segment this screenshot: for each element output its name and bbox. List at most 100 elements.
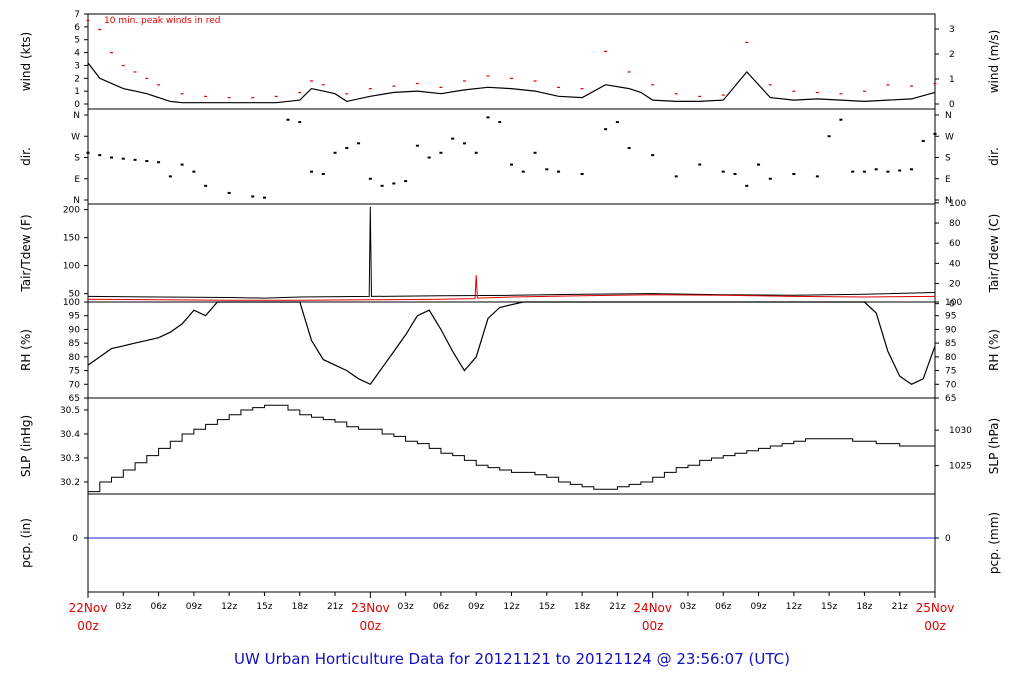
wind-direction-point [145, 160, 149, 163]
wind-direction-point [133, 158, 137, 161]
axis-label-pcp: pcp. (in) [19, 518, 33, 568]
xtick-label-day-sub: 00z [642, 619, 664, 633]
xtick-label-hour: 15z [539, 602, 555, 612]
peak-wind-point [310, 80, 314, 82]
ytick-label-slp: 30.4 [60, 430, 80, 440]
peak-wind-point [721, 94, 725, 96]
ytick-right-label-rh: 80 [945, 353, 957, 363]
xtick-label-day-sub: 00z [360, 619, 382, 633]
ytick-label-wind: 1 [74, 87, 80, 97]
axis-label-rh: RH (%) [19, 329, 33, 371]
wind-direction-point [615, 121, 619, 124]
peak-wind-point [368, 88, 372, 90]
wind-direction-point [392, 182, 396, 185]
peak-wind-point [392, 85, 396, 87]
xtick-label-day: 23Nov [351, 601, 390, 615]
wind-direction-point [815, 175, 819, 178]
peak-wind-point [180, 93, 184, 95]
panel-frame-pcp [87, 493, 936, 593]
wind-direction-point [380, 184, 384, 187]
peak-wind-point [86, 19, 90, 22]
wind-direction-point [427, 156, 431, 159]
wind-direction-point [192, 170, 196, 173]
wind-direction-point [110, 156, 114, 159]
slp-series-line [88, 404, 936, 493]
ytick-right-label-dir: N [945, 196, 952, 206]
wind-direction-point [874, 168, 878, 171]
wind-direction-point [310, 170, 314, 173]
peak-wind-point [792, 90, 796, 92]
peak-wind-point [439, 86, 443, 88]
ytick-label-rh: 80 [69, 353, 81, 363]
axis-label-temp: Tair/Tdew (F) [19, 214, 33, 292]
axis-label-right-pcp: pcp. (mm) [987, 512, 1001, 574]
xtick-label-hour: 21z [609, 602, 625, 612]
wind-direction-point [651, 154, 655, 157]
wind-direction-point [451, 137, 455, 140]
xtick-label-hour: 03z [398, 602, 414, 612]
axis-label-right-wind: wind (m/s) [987, 30, 1001, 94]
wind-direction-point [580, 173, 584, 176]
wind-direction-point [768, 177, 772, 180]
wind-direction-point [545, 168, 549, 171]
xtick-label-hour: 06z [433, 602, 449, 612]
ytick-right-label-dir: N [945, 111, 952, 121]
peak-wind-point [604, 50, 608, 52]
ytick-right-label-temp: 20 [949, 280, 961, 290]
panel-frame-dir [87, 108, 936, 205]
xtick-label-hour: 12z [221, 602, 237, 612]
ytick-label-wind: 3 [74, 61, 80, 71]
xtick-label-hour: 06z [150, 602, 166, 612]
wind-direction-point [86, 151, 90, 154]
panel-frame-slp [87, 397, 936, 495]
peak-wind-point [462, 80, 466, 82]
tdew-series-line [87, 275, 936, 301]
weather-meteogram: wind (kts) wind (m/s) dir. dir. Tair/Tdew (F… [19, 10, 1001, 633]
ytick-label-pcp: 0 [72, 534, 78, 544]
peak-wind-point [839, 93, 843, 95]
wind-direction-point [533, 151, 537, 154]
wind-series-line [87, 62, 936, 104]
axis-label-right-rh: RH (%) [987, 329, 1001, 371]
peak-winds-note: 10 min. peak winds in red [104, 16, 221, 26]
ytick-label-wind: 0 [74, 100, 80, 110]
peak-wind-point [157, 84, 161, 86]
ytick-label-wind: 4 [74, 49, 80, 59]
peak-wind-point [121, 64, 125, 67]
wind-direction-point [745, 184, 749, 187]
peak-wind-point [110, 52, 114, 54]
ytick-label-wind: 2 [74, 74, 80, 84]
wind-direction-point [333, 151, 337, 154]
wind-direction-point [498, 121, 502, 124]
xtick-label-hour: 03z [680, 602, 696, 612]
ytick-label-wind: 5 [74, 36, 80, 46]
peak-wind-point [204, 95, 208, 97]
ytick-right-label-wind: 0 [949, 100, 955, 110]
wind-direction-point [157, 161, 161, 164]
wind-direction-point [439, 151, 443, 154]
wind-direction-point [886, 170, 890, 173]
ytick-right-label-wind: 3 [949, 25, 955, 35]
peak-wind-point [415, 82, 419, 85]
ytick-label-rh: 70 [69, 380, 81, 390]
ytick-right-label-dir: S [945, 154, 951, 164]
ytick-right-label-temp: 80 [949, 219, 961, 229]
wind-direction-point [462, 142, 466, 145]
axis-label-right-dir: dir. [987, 147, 1001, 166]
wind-direction-point [357, 142, 361, 145]
peak-wind-point [133, 71, 137, 73]
peak-wind-point [933, 82, 937, 85]
wind-direction-point [204, 184, 208, 187]
ytick-label-rh: 95 [69, 312, 80, 322]
wind-direction-point [604, 128, 608, 131]
ytick-right-label-temp: 60 [949, 239, 961, 249]
ytick-right-label-slp: 1025 [949, 462, 972, 472]
xtick-label-hour: 09z [468, 602, 484, 612]
wind-direction-point [262, 196, 266, 199]
wind-direction-point [298, 121, 302, 124]
xtick-label-hour: 09z [750, 602, 766, 612]
tair-series-line [87, 206, 936, 299]
wind-direction-point [286, 118, 290, 121]
wind-direction-point [368, 177, 372, 180]
chart-footer-title: UW Urban Horticulture Data for 20121121 … [234, 650, 790, 668]
